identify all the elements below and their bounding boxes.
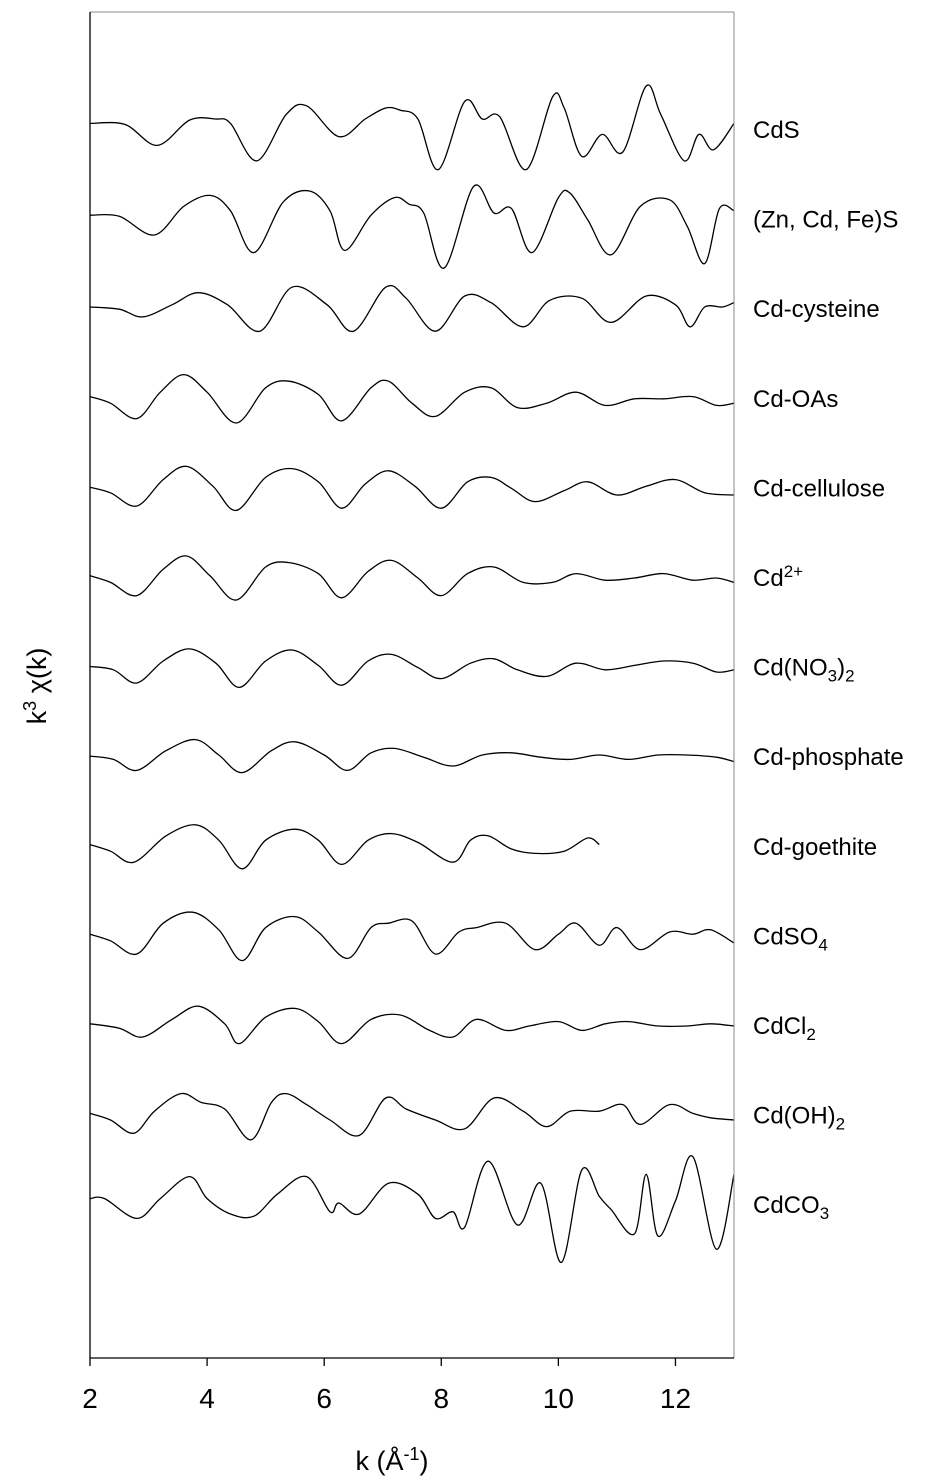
series-label-group: CdS (Zn, Cd, Fe)S Cd-cysteine Cd-OAs Cd-cell… <box>753 117 904 1223</box>
series-label-cdcl2: CdCl2 <box>753 1013 816 1044</box>
series-label-cd-oh-2: Cd(OH)2 <box>753 1103 845 1134</box>
series-label-zn-cd-fe-s: (Zn, Cd, Fe)S <box>753 207 898 234</box>
x-tick-label: 2 <box>82 1383 98 1414</box>
trace-cdco3 <box>89 1155 735 1264</box>
x-tick-group: 2 4 6 8 10 12 <box>82 1358 691 1414</box>
series-label-cds: CdS <box>753 117 800 144</box>
trace-cd-cysteine <box>89 284 735 332</box>
trace-cd-cellulose <box>89 465 735 512</box>
trace-cd-no3-2 <box>89 648 735 689</box>
trace-cd-oas <box>89 373 735 424</box>
y-axis-title: k3 χ(k) <box>20 648 52 725</box>
trace-group <box>89 84 735 1264</box>
trace-cd2 <box>89 555 735 601</box>
trace-cds <box>89 84 735 171</box>
trace-cdso4 <box>89 911 735 962</box>
trace-cd-goethite <box>89 824 600 870</box>
series-label-cdso4: CdSO4 <box>753 923 828 954</box>
x-tick-label: 6 <box>316 1383 332 1414</box>
series-label-cd-cellulose: Cd-cellulose <box>753 475 885 502</box>
series-label-cd-oas: Cd-OAs <box>753 386 838 413</box>
x-axis-title: k (Å-1) <box>355 1444 428 1476</box>
x-tick-label: 8 <box>433 1383 449 1414</box>
trace-cd-phosphate <box>89 738 735 774</box>
series-label-cd-goethite: Cd-goethite <box>753 834 877 861</box>
series-label-cd2: Cd2+ <box>753 562 803 592</box>
series-label-cd-phosphate: Cd-phosphate <box>753 744 904 771</box>
series-label-cd-no3-2: Cd(NO3)2 <box>753 655 855 686</box>
trace-cd-oh-2 <box>89 1092 735 1141</box>
x-tick-label: 12 <box>660 1383 691 1414</box>
trace-cdcl2 <box>89 1005 735 1045</box>
x-tick-label: 10 <box>543 1383 574 1414</box>
x-tick-label: 4 <box>199 1383 215 1414</box>
series-label-cd-cysteine: Cd-cysteine <box>753 296 880 323</box>
trace-zn-cd-fe-s <box>89 184 735 269</box>
series-label-cdco3: CdCO3 <box>753 1192 829 1223</box>
